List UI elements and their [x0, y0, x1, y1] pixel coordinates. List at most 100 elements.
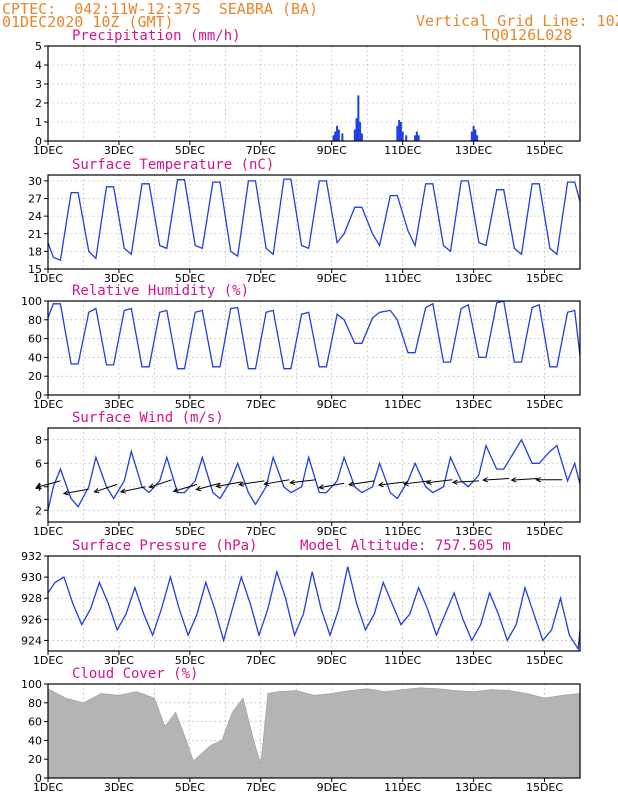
temp-ytick-label: 30 — [28, 175, 42, 188]
temp-xtick-label: 5DEC — [175, 272, 205, 285]
header-line2-right: TQ0126L028 — [482, 26, 573, 44]
wind-ytick-label: 8 — [35, 434, 42, 447]
temp-ytick-label: 18 — [28, 245, 42, 258]
cloud-ytick-label: 20 — [28, 753, 42, 766]
rh-ytick-label: 20 — [28, 370, 42, 383]
precip-ytick-label: 4 — [35, 59, 42, 72]
precip-bar — [355, 118, 358, 141]
precip-bar — [398, 120, 401, 141]
precip-bar — [360, 133, 363, 141]
precip-bar — [474, 129, 477, 141]
wind-vector-head — [172, 487, 179, 493]
rh-ytick-label: 0 — [35, 389, 42, 402]
wind-vector-head — [482, 477, 488, 483]
pressure-ytick-label: 924 — [21, 634, 42, 647]
wind-xtick-label: 15DEC — [526, 525, 563, 538]
cloud-ytick-label: 40 — [28, 734, 42, 747]
wind-vector-head — [535, 476, 541, 483]
wind-xtick-label: 3DEC — [104, 525, 134, 538]
rh-xtick-label: 9DEC — [317, 398, 347, 411]
precip-xtick-label: 11DEC — [384, 144, 421, 157]
precip-bar — [336, 125, 339, 141]
temp-xtick-label: 7DEC — [246, 272, 276, 285]
precip-xtick-label: 15DEC — [526, 144, 563, 157]
wind-vector-head — [377, 481, 384, 488]
precip-bar — [472, 125, 475, 141]
wind-vector-head — [425, 479, 432, 485]
cloud-cover-area — [48, 687, 580, 778]
rh-xtick-label: 1DEC — [33, 398, 63, 411]
temp-ytick-label: 21 — [28, 228, 42, 241]
wind-series-line — [48, 438, 580, 511]
pressure-xtick-label: 15DEC — [526, 654, 563, 667]
wind-vector — [196, 482, 221, 491]
precip-ytick-label: 1 — [35, 116, 42, 129]
pressure-xtick-label: 13DEC — [455, 654, 492, 667]
precip-xtick-label: 3DEC — [104, 144, 134, 157]
wind-vector-head — [348, 481, 354, 487]
temp-ytick-label: 24 — [28, 210, 42, 223]
precip-title: Precipitation (mm/h) — [72, 28, 241, 44]
cloud-xtick-label: 7DEC — [246, 781, 276, 794]
precip-bar — [417, 135, 420, 141]
temp-ytick-label: 15 — [28, 263, 42, 276]
temp-xtick-label: 9DEC — [317, 272, 347, 285]
wind-vector-head — [195, 485, 202, 492]
wind-frame — [47, 427, 581, 523]
wind-vector — [120, 486, 146, 493]
temp-title: Surface Temperature (nC) — [72, 157, 274, 173]
precip-ytick-label: 3 — [35, 78, 42, 91]
wind-vector-head — [215, 483, 222, 489]
precip-xtick-label: 5DEC — [175, 144, 205, 157]
precip-bar — [334, 131, 337, 141]
cloud-xtick-label: 11DEC — [384, 781, 421, 794]
precip-bar — [337, 129, 340, 141]
precip-xtick-label: 13DEC — [455, 144, 492, 157]
rh-xtick-label: 5DEC — [175, 398, 205, 411]
precip-bar — [414, 135, 417, 141]
temp-xtick-label: 11DEC — [384, 272, 421, 285]
rh-xtick-label: 11DEC — [384, 398, 421, 411]
precip-ytick-label: 0 — [35, 135, 42, 148]
pressure-title: Surface Pressure (hPa) — [72, 538, 257, 554]
pressure-ytick-label: 930 — [21, 571, 42, 584]
cloud-title: Cloud Cover (%) — [72, 666, 198, 682]
cloud-ytick-label: 0 — [35, 772, 42, 785]
wind-vector-head — [35, 483, 42, 489]
rh-xtick-label: 13DEC — [455, 398, 492, 411]
precip-xtick-label: 9DEC — [317, 144, 347, 157]
wind-vector — [216, 481, 242, 488]
wind-vector — [264, 479, 290, 485]
cloud-xtick-label: 13DEC — [455, 781, 492, 794]
wind-vector-head — [263, 480, 270, 487]
pressure-ytick-label: 926 — [21, 613, 42, 626]
pressure-model-altitude: Model Altitude: 757.505 m — [300, 538, 511, 554]
temp-xtick-label: 3DEC — [104, 272, 134, 285]
wind-vector — [94, 483, 118, 493]
header-line2-left: 01DEC2020 10Z (GMT) — [2, 13, 174, 31]
precip-bar — [401, 131, 404, 141]
wind-xtick-label: 9DEC — [317, 525, 347, 538]
wind-vector-head — [93, 488, 100, 494]
cloud-xtick-label: 15DEC — [526, 781, 563, 794]
precip-xtick-label: 7DEC — [246, 144, 276, 157]
rh-xtick-label: 3DEC — [104, 398, 134, 411]
pressure-xtick-label: 7DEC — [246, 654, 276, 667]
pressure-xtick-label: 3DEC — [104, 654, 134, 667]
temp-xtick-label: 15DEC — [526, 272, 563, 285]
wind-vector-head — [451, 479, 458, 485]
precip-ytick-label: 5 — [35, 40, 42, 53]
wind-vector-head — [237, 481, 245, 487]
wind-vector-head — [510, 477, 517, 483]
wind-xtick-label: 7DEC — [246, 525, 276, 538]
precip-bar — [415, 131, 418, 141]
precip-xtick-label: 1DEC — [33, 144, 63, 157]
rh-frame — [47, 300, 581, 396]
cloud-frame — [47, 683, 581, 779]
wind-vector — [239, 480, 265, 486]
wind-ytick-label: 6 — [35, 457, 42, 470]
pressure-series-line — [48, 566, 580, 651]
cloud-xtick-label: 3DEC — [104, 781, 134, 794]
wind-vector — [173, 483, 198, 492]
pressure-xtick-label: 9DEC — [317, 654, 347, 667]
